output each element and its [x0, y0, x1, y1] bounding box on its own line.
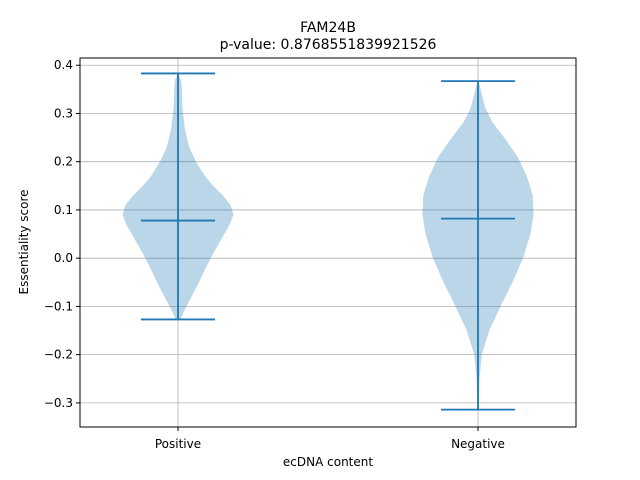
y-tick-label: 0.3 [54, 106, 73, 120]
x-axis-label: ecDNA content [283, 455, 373, 469]
y-tick-label: 0.2 [54, 155, 73, 169]
y-tick-label: 0.1 [54, 203, 73, 217]
plot-frame [79, 57, 577, 428]
y-tick-label: 0.4 [54, 58, 73, 72]
y-tick-label: 0.0 [54, 251, 73, 265]
axes: −0.3 −0.2 −0.1 0.0 0.1 0.2 0.3 0.4 Positive Negat… [44, 57, 577, 451]
x-tick-label: Positive [155, 437, 201, 451]
chart-subtitle: p-value: 0.8768551839921526 [220, 37, 437, 53]
y-tick-label: −0.1 [44, 299, 73, 313]
y-axis-label: Essentiality score [17, 190, 31, 295]
violins [122, 72, 534, 411]
x-tick-label: Negative [451, 437, 505, 451]
y-tick-label: −0.3 [44, 396, 73, 410]
chart-title: FAM24B [300, 20, 356, 36]
y-tick-label: −0.2 [44, 348, 73, 362]
